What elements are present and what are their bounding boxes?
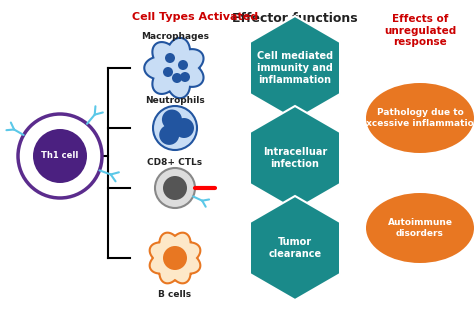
Circle shape — [180, 72, 190, 82]
Circle shape — [163, 246, 187, 270]
Circle shape — [153, 106, 197, 150]
Text: Intracelluar
infection: Intracelluar infection — [263, 147, 327, 169]
Circle shape — [162, 110, 182, 130]
Circle shape — [174, 118, 194, 138]
Polygon shape — [250, 16, 340, 120]
Polygon shape — [144, 38, 203, 98]
Text: Effector functions: Effector functions — [232, 12, 358, 25]
Circle shape — [178, 60, 188, 70]
Circle shape — [163, 176, 187, 200]
Text: Cell mediated
immunity and
inflammation: Cell mediated immunity and inflammation — [257, 51, 333, 85]
Text: Pathology due to
excessive inflammation: Pathology due to excessive inflammation — [360, 108, 474, 128]
Circle shape — [18, 114, 102, 198]
Polygon shape — [250, 196, 340, 300]
Text: CD8+ CTLs: CD8+ CTLs — [147, 158, 202, 167]
Circle shape — [172, 73, 182, 83]
Text: Neutrophils: Neutrophils — [145, 96, 205, 105]
Circle shape — [33, 129, 87, 183]
Text: Autoimmune
disorders: Autoimmune disorders — [388, 218, 453, 238]
Circle shape — [165, 53, 175, 63]
Ellipse shape — [366, 83, 474, 153]
Text: Macrophages: Macrophages — [141, 32, 209, 41]
Text: Th1 cell: Th1 cell — [41, 151, 79, 161]
Text: Cell Types Activated: Cell Types Activated — [132, 12, 258, 22]
Circle shape — [159, 125, 179, 145]
Text: B cells: B cells — [158, 290, 191, 299]
Ellipse shape — [366, 193, 474, 263]
Polygon shape — [150, 233, 201, 283]
Text: Effects of
unregulated
response: Effects of unregulated response — [384, 14, 456, 47]
Text: Tumor
clearance: Tumor clearance — [268, 237, 321, 259]
Circle shape — [163, 67, 173, 77]
Polygon shape — [250, 106, 340, 210]
Circle shape — [155, 168, 195, 208]
